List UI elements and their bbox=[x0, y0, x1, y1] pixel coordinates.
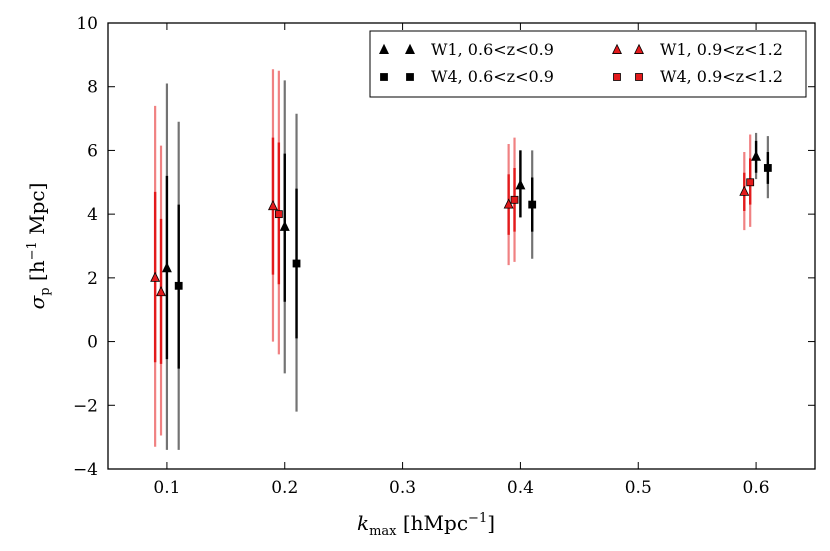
legend: W1, 0.6<z<0.9 W4, 0.6<z<0.9 W1, 0.9<z<1.2 W… bbox=[369, 30, 807, 98]
legend-marker bbox=[612, 43, 622, 54]
square-marker bbox=[746, 178, 755, 187]
square-marker bbox=[174, 281, 183, 290]
legend-marker bbox=[634, 43, 644, 54]
markers bbox=[150, 150, 772, 297]
triangle-marker bbox=[156, 285, 167, 297]
y-tick-label: −4 bbox=[73, 460, 98, 480]
plot-frame bbox=[107, 22, 816, 470]
y-tick-label: 0 bbox=[87, 333, 98, 353]
legend-marker bbox=[380, 73, 388, 81]
legend-marker bbox=[379, 43, 389, 54]
y-tick-label: 6 bbox=[87, 141, 98, 161]
x-tick-label: 0.1 bbox=[153, 478, 180, 498]
y-tick-label: 2 bbox=[87, 269, 98, 289]
square-marker bbox=[510, 195, 519, 204]
x-tick-label: 0.5 bbox=[625, 478, 652, 498]
square-marker bbox=[528, 200, 537, 209]
legend-box bbox=[369, 30, 807, 98]
error-bars bbox=[153, 69, 770, 450]
legend-label: W4, 0.6<z<0.9 bbox=[431, 67, 554, 86]
x-tick-label: 0.2 bbox=[271, 478, 298, 498]
y-tick-label: 10 bbox=[76, 14, 98, 34]
triangle-marker bbox=[751, 150, 762, 161]
square-marker bbox=[292, 259, 301, 268]
y-axis-label: σp [h−1 Mpc] bbox=[25, 183, 53, 310]
y-tick-label: −2 bbox=[73, 396, 98, 416]
x-tick-label: 0.4 bbox=[507, 478, 534, 498]
triangle-marker bbox=[161, 262, 172, 273]
square-marker bbox=[763, 164, 772, 172]
legend-label: W1, 0.9<z<1.2 bbox=[660, 40, 783, 59]
legend-marker bbox=[613, 73, 621, 81]
legend-label: W4, 0.9<z<1.2 bbox=[660, 67, 783, 86]
triangle-marker bbox=[267, 199, 278, 211]
triangle-marker bbox=[279, 220, 290, 231]
legend-marker bbox=[635, 73, 643, 81]
x-tick-label: 0.6 bbox=[743, 478, 770, 498]
x-axis-label: kmax [hMpc−1] bbox=[357, 511, 495, 539]
y-tick-label: 8 bbox=[87, 78, 98, 98]
x-tick-label: 0.3 bbox=[389, 478, 416, 498]
triangle-marker bbox=[739, 185, 750, 196]
triangle-marker bbox=[150, 271, 161, 282]
y-tick-label: 4 bbox=[87, 205, 98, 225]
legend-marker bbox=[405, 43, 415, 54]
tick-labels: 0.1 0.2 0.3 0.4 0.5 0.6 −4 −2 0 2 4 6 8 10 bbox=[73, 14, 770, 498]
square-marker bbox=[274, 210, 283, 219]
legend-label: W1, 0.6<z<0.9 bbox=[431, 40, 554, 59]
triangle-marker bbox=[515, 179, 526, 190]
legend-marker bbox=[406, 73, 414, 81]
